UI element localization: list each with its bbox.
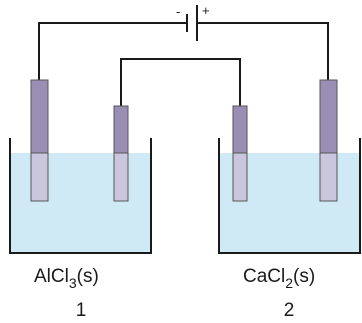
electrode-1-outer [30, 79, 49, 202]
battery: - + [176, 3, 210, 41]
electrode-1-inner [113, 105, 129, 202]
cell-1-salt-label: AlCl3(s) [34, 266, 99, 291]
cell-1-salt-main: AlCl [34, 266, 69, 287]
cell-2-salt-suffix: (s) [293, 266, 315, 287]
beaker-1 [9, 138, 152, 254]
cell-2-salt-subscript: 2 [285, 275, 293, 291]
beaker-2 [218, 138, 361, 254]
battery-negative-sign: - [176, 4, 180, 19]
cell-2-salt-main: CaCl [243, 266, 285, 287]
battery-positive-sign: + [202, 3, 210, 18]
cell-2-number: 2 [284, 300, 295, 321]
wire-inner [120, 58, 241, 106]
cell-1-salt-suffix: (s) [77, 266, 99, 287]
wire-outer-right [197, 22, 329, 80]
cell-1-number: 1 [76, 300, 87, 321]
circuit-wires [38, 22, 329, 106]
electrode-2-inner [232, 105, 248, 202]
wire-outer-left [38, 22, 187, 80]
cell-2-salt-label: CaCl2(s) [243, 266, 315, 291]
electrode-2-outer [319, 79, 338, 202]
cell-1-salt-subscript: 3 [69, 275, 77, 291]
